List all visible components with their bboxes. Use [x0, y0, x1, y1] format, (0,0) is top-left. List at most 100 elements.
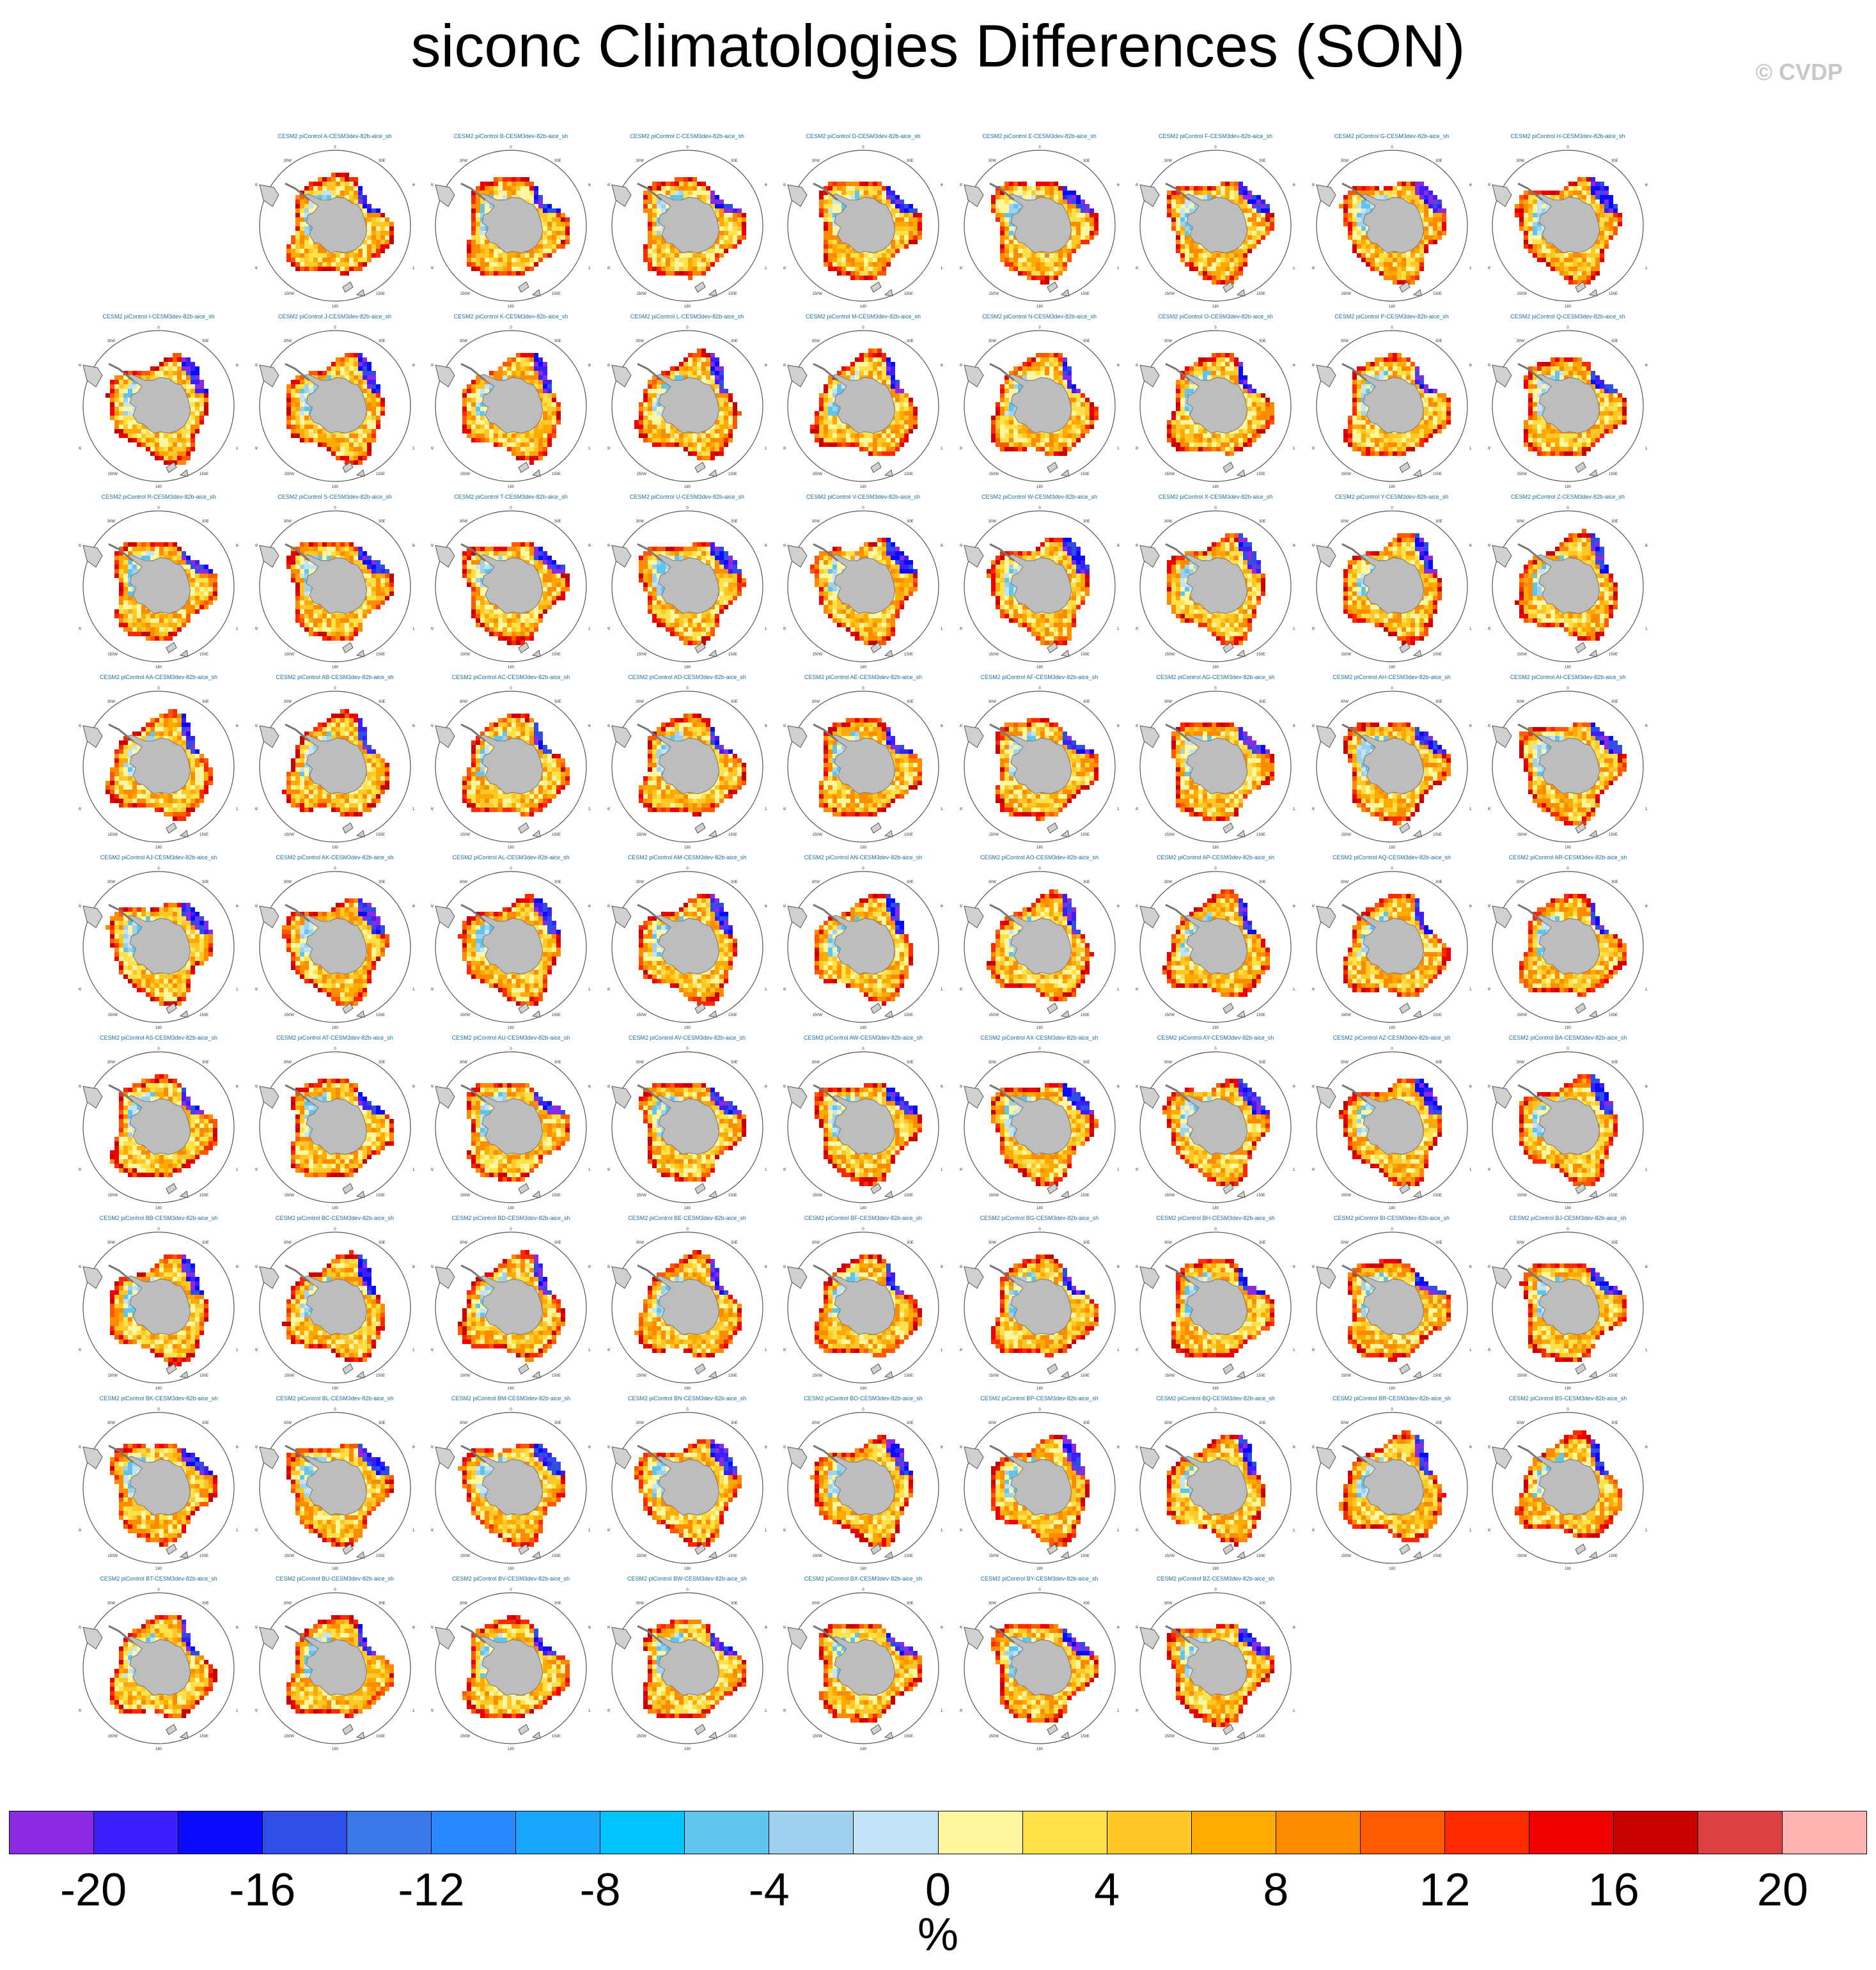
antarctica-landmass — [1183, 373, 1248, 434]
longitude-label: 60W — [607, 1446, 610, 1450]
longitude-label: 30E — [379, 340, 386, 343]
longitude-label: 150E — [376, 1554, 385, 1558]
colorbar-tick-label: -8 — [580, 1864, 621, 1916]
polar-map: 0 180 30W 60W 120W 150W 30E 60E 120E 150E — [255, 1047, 415, 1210]
longitude-label: 120W — [1488, 447, 1490, 451]
longitude-label: 180 — [508, 846, 515, 850]
antarctica-landmass — [1535, 193, 1600, 254]
longitude-label: 30W — [636, 880, 644, 884]
new-zealand-landmass — [166, 462, 189, 477]
longitude-label: 120E — [588, 1529, 591, 1533]
longitude-label: 120W — [255, 1529, 258, 1533]
longitude-label: 120E — [236, 1168, 238, 1172]
longitude-label: 30W — [283, 1421, 292, 1425]
longitude-label: 150E — [199, 1735, 208, 1739]
longitude-label: 150E — [1081, 1194, 1090, 1198]
antarctic-peninsula — [813, 1625, 838, 1644]
longitude-label: 30E — [731, 880, 738, 884]
longitude-label: 60E — [1117, 905, 1120, 909]
antarctica-landmass — [1006, 1455, 1072, 1516]
longitude-label: 120W — [783, 267, 786, 270]
longitude-label: 60W — [960, 1626, 962, 1630]
longitude-label: 60W — [1488, 1446, 1490, 1450]
longitude-label: 180 — [155, 1207, 162, 1210]
longitude-label: 150E — [199, 1554, 208, 1558]
longitude-label: 0 — [1567, 506, 1569, 510]
longitude-label: 30E — [907, 520, 914, 524]
longitude-label: 120E — [1645, 267, 1648, 270]
longitude-label: 120W — [79, 1168, 81, 1172]
new-zealand-landmass — [1398, 462, 1422, 477]
antarctica-landmass — [302, 914, 367, 975]
longitude-label: 30W — [107, 340, 116, 343]
polar-map: 0 180 30W 60W 120W 150W 30E 60E 120E 150E — [79, 687, 238, 850]
antarctic-peninsula — [1341, 903, 1367, 923]
longitude-label: 180 — [684, 485, 691, 489]
south-america-landmass — [1315, 1266, 1336, 1289]
south-america-landmass — [258, 725, 279, 748]
longitude-label: 150W — [107, 653, 118, 657]
longitude-label: 120W — [960, 267, 962, 270]
longitude-label: 180 — [684, 846, 691, 850]
polar-map: 0 180 30W 60W 120W 150W 30E 60E 120E 150E — [1488, 1228, 1648, 1391]
polar-map: 0 180 30W 60W 120W 150W 30E 60E 120E 150E — [1136, 146, 1295, 309]
longitude-label: 60W — [783, 1626, 786, 1630]
map-panel-bo: CESM2 piControl BO-CESM3dev-82b-aice_sh 0… — [783, 1395, 943, 1574]
south-america-landmass — [787, 1446, 808, 1469]
map-panel-n: CESM2 piControl N-CESM3dev-82b-aice_sh 0 1… — [960, 313, 1120, 492]
longitude-label: 30W — [988, 159, 996, 163]
longitude-label: 60E — [1293, 1626, 1295, 1630]
south-america-landmass — [1139, 184, 1160, 207]
longitude-label: 150W — [460, 1374, 470, 1378]
south-america-landmass — [258, 184, 279, 207]
longitude-label: 120W — [431, 1349, 434, 1352]
longitude-label: 150E — [552, 1735, 561, 1739]
polar-map: 0 180 30W 60W 120W 150W 30E 60E 120E 150E — [431, 687, 591, 850]
new-zealand-landmass — [1046, 1544, 1070, 1559]
longitude-label: 60W — [960, 1446, 962, 1450]
longitude-label: 150W — [1341, 1374, 1351, 1378]
polar-map: 0 180 30W 60W 120W 150W 30E 60E 120E 150E — [783, 1408, 943, 1571]
antarctic-peninsula — [813, 1264, 838, 1283]
longitude-label: 120E — [765, 627, 767, 631]
longitude-label: 180 — [1388, 485, 1395, 489]
longitude-label: 180 — [1212, 1026, 1219, 1030]
panel-title: CESM2 piControl BU-CESM3dev-82b-aice_sh — [255, 1575, 415, 1582]
longitude-label: 60E — [1469, 724, 1472, 728]
longitude-label: 120W — [431, 808, 434, 811]
longitude-label: 60E — [1293, 364, 1295, 368]
longitude-label: 60E — [412, 1085, 415, 1089]
longitude-label: 30E — [1435, 1061, 1442, 1065]
longitude-label: 60W — [607, 364, 610, 368]
longitude-label: 120E — [1117, 1168, 1120, 1172]
longitude-label: 120E — [941, 447, 943, 451]
longitude-label: 30W — [636, 159, 644, 163]
longitude-label: 30W — [988, 1241, 996, 1245]
antarctic-peninsula — [636, 182, 662, 201]
antarctic-peninsula — [989, 1625, 1015, 1644]
longitude-label: 180 — [684, 666, 691, 669]
longitude-label: 0 — [862, 506, 864, 510]
longitude-label: 0 — [510, 326, 512, 330]
longitude-label: 120E — [1469, 1529, 1472, 1533]
longitude-label: 120E — [1117, 1709, 1120, 1713]
antarctic-peninsula — [1517, 182, 1543, 201]
south-america-landmass — [435, 364, 455, 387]
panel-title: CESM2 piControl I-CESM3dev-82b-aice_sh — [79, 313, 238, 320]
longitude-label: 30W — [988, 340, 996, 343]
panel-title: CESM2 piControl BB-CESM3dev-82b-aice_sh — [79, 1215, 238, 1221]
polar-map: 0 180 30W 60W 120W 150W 30E 60E 120E 150E — [783, 1047, 943, 1210]
new-zealand-landmass — [1398, 642, 1422, 657]
antarctic-peninsula — [813, 1444, 838, 1464]
longitude-label: 0 — [862, 867, 864, 871]
colorbar-tick-label: 0 — [925, 1864, 951, 1916]
colorbar-cell — [938, 1811, 1023, 1854]
longitude-label: 60W — [783, 184, 786, 187]
new-zealand-landmass — [694, 1183, 717, 1198]
longitude-label: 60W — [960, 364, 962, 368]
antarctic-peninsula — [460, 1444, 486, 1464]
longitude-label: 150E — [1433, 1194, 1442, 1198]
colorbar-cell — [1613, 1811, 1698, 1854]
longitude-label: 60W — [607, 544, 610, 548]
new-zealand-landmass — [341, 642, 365, 657]
